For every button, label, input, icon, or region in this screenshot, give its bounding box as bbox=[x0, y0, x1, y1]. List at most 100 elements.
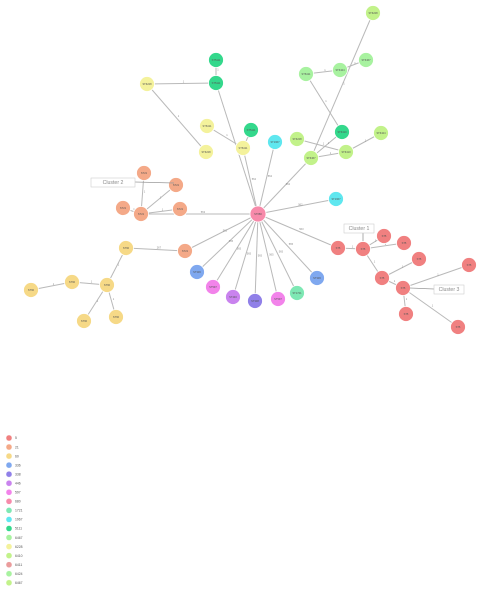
node[interactable]: ST6410 bbox=[334, 124, 350, 140]
edge-line bbox=[257, 157, 312, 215]
node-label: ST338 bbox=[251, 299, 259, 303]
node[interactable]: ST21 bbox=[133, 206, 149, 222]
node-label: ST336 bbox=[193, 270, 201, 274]
node[interactable]: ST21 bbox=[177, 243, 193, 259]
node-label: ST60 bbox=[81, 319, 88, 323]
node-label: ST21 bbox=[141, 171, 148, 175]
node[interactable]: ST6228 bbox=[139, 76, 155, 92]
node-label: ST60 bbox=[104, 283, 111, 287]
node[interactable]: ST5 bbox=[396, 235, 412, 251]
node[interactable]: ST5 bbox=[330, 240, 346, 256]
legend-swatch bbox=[5, 534, 13, 541]
node[interactable]: ST21 bbox=[172, 201, 188, 217]
node-circle bbox=[411, 251, 427, 267]
node-circle bbox=[189, 264, 205, 280]
node[interactable]: ST5 bbox=[376, 228, 392, 244]
edge-label: 1 bbox=[325, 99, 327, 103]
node-label: ST21 bbox=[173, 183, 180, 187]
node[interactable]: ST60 bbox=[99, 277, 115, 293]
node[interactable]: ST597 bbox=[270, 291, 286, 307]
cluster-callout: Cluster 1 bbox=[343, 223, 375, 241]
node-circle bbox=[396, 235, 412, 251]
node-label: ST6228 bbox=[368, 11, 378, 15]
legend-swatch bbox=[5, 489, 13, 496]
node[interactable]: ST5 bbox=[398, 306, 414, 322]
edge-line bbox=[310, 12, 374, 159]
node[interactable]: ST680 bbox=[249, 205, 267, 223]
edge-label: 1 bbox=[183, 80, 185, 84]
node[interactable]: ST1967 bbox=[328, 191, 344, 207]
node[interactable]: ST5 bbox=[395, 280, 411, 296]
edge-label: 562 bbox=[223, 229, 228, 233]
node[interactable]: ST1967 bbox=[267, 134, 283, 150]
edge-labels-layer: 5621111111156256211562111563111156226711… bbox=[53, 61, 440, 308]
node[interactable]: ST338 bbox=[247, 293, 263, 309]
node[interactable]: ST5 bbox=[450, 319, 466, 335]
node-label: ST60 bbox=[123, 246, 130, 250]
legend-label: 6467 bbox=[15, 536, 23, 540]
node[interactable]: ST6411 bbox=[298, 66, 314, 82]
node-label: ST21 bbox=[138, 212, 145, 216]
node[interactable]: ST5 bbox=[461, 257, 477, 273]
node[interactable]: ST6410 bbox=[338, 144, 354, 160]
edge-line bbox=[257, 213, 298, 294]
legend-label: 597 bbox=[15, 491, 21, 495]
legend-item: 21 bbox=[5, 443, 19, 451]
edge-line bbox=[146, 83, 207, 153]
legend-item: 336 bbox=[5, 461, 21, 469]
legend-label: 446 bbox=[15, 481, 21, 485]
node[interactable]: ST6411 bbox=[235, 140, 251, 156]
node-circle bbox=[355, 241, 371, 257]
cluster-callout: Cluster 3 bbox=[409, 284, 465, 295]
node[interactable]: ST597 bbox=[205, 279, 221, 295]
node[interactable]: ST5 bbox=[411, 251, 427, 267]
legend-label: 60 bbox=[15, 454, 19, 458]
legend-label: 5 bbox=[15, 436, 17, 440]
node[interactable]: ST6467 bbox=[358, 52, 374, 68]
node[interactable]: ST60 bbox=[23, 282, 39, 298]
node[interactable]: ST336 bbox=[189, 264, 205, 280]
node[interactable]: ST60 bbox=[108, 309, 124, 325]
edge-line bbox=[296, 138, 347, 153]
node-label: ST6228 bbox=[142, 82, 152, 86]
node[interactable]: ST6424 bbox=[332, 62, 348, 78]
node[interactable]: ST5111 bbox=[243, 122, 259, 138]
node[interactable]: ST1721 bbox=[289, 285, 305, 301]
node[interactable]: ST21 bbox=[168, 177, 184, 193]
edge-line bbox=[184, 213, 259, 252]
legend-item: 5 bbox=[5, 434, 17, 442]
node[interactable]: ST60 bbox=[76, 313, 92, 329]
node-circle bbox=[358, 52, 374, 68]
node[interactable]: ST21 bbox=[115, 200, 131, 216]
legend-label: 338 bbox=[15, 472, 21, 476]
node-label: ST5 bbox=[401, 286, 406, 290]
node[interactable]: ST6228 bbox=[289, 131, 305, 147]
node-circle bbox=[303, 150, 319, 166]
node[interactable]: ST5 bbox=[374, 270, 390, 286]
node[interactable]: ST6467 bbox=[303, 150, 319, 166]
node[interactable]: ST5 bbox=[355, 241, 371, 257]
node[interactable]: ST5111 bbox=[208, 52, 224, 68]
node[interactable]: ST60 bbox=[64, 274, 80, 290]
legend-label: 6228 bbox=[15, 545, 23, 549]
node[interactable]: ST5111 bbox=[208, 75, 224, 91]
node[interactable]: ST6228 bbox=[198, 144, 214, 160]
node-circle bbox=[298, 66, 314, 82]
legend-label: 5111 bbox=[15, 527, 22, 531]
edge-label: 1 bbox=[374, 260, 376, 264]
node-circle bbox=[23, 282, 39, 298]
node[interactable]: ST60 bbox=[118, 240, 134, 256]
edge-line bbox=[212, 213, 259, 288]
node-label: ST446 bbox=[229, 295, 237, 299]
node[interactable]: ST446 bbox=[225, 289, 241, 305]
cluster-label: Cluster 2 bbox=[103, 180, 124, 186]
node-circle bbox=[374, 270, 390, 286]
node[interactable]: ST336 bbox=[309, 270, 325, 286]
node-label: ST60 bbox=[113, 315, 120, 319]
node[interactable]: ST6424 bbox=[373, 125, 389, 141]
legend-item: 60 bbox=[5, 452, 19, 460]
legend-item: 446 bbox=[5, 480, 21, 487]
node[interactable]: ST21 bbox=[136, 165, 152, 181]
node[interactable]: ST6228 bbox=[365, 5, 381, 21]
node[interactable]: ST6411 bbox=[199, 118, 215, 134]
